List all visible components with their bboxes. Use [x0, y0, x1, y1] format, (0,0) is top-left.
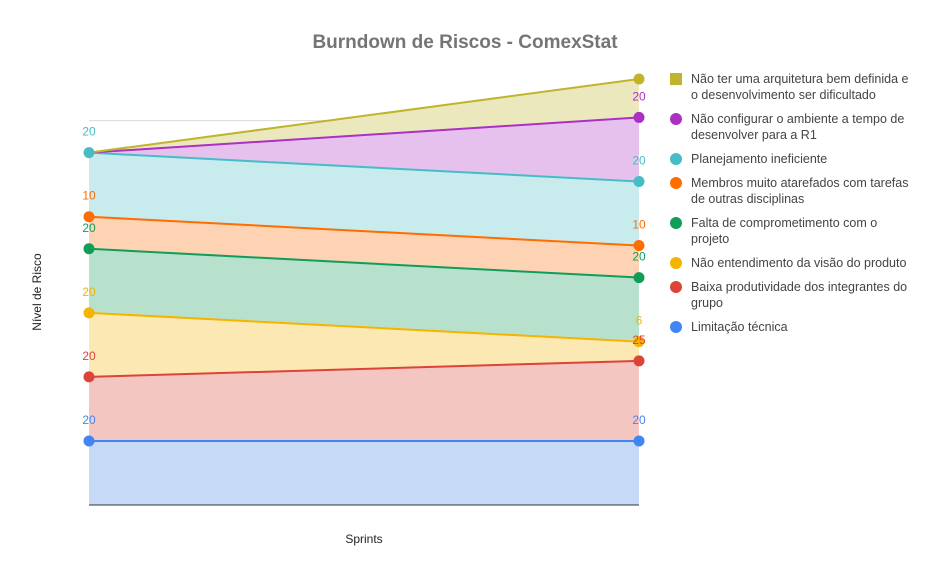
data-labels: 20 20 20 25 20 6 20 20 10 10 20 20 20	[82, 89, 646, 427]
legend-item[interactable]: Não configurar o ambiente a tempo de des…	[670, 111, 915, 143]
series-2-area	[89, 312, 639, 377]
series-1-data-label: 20	[82, 349, 96, 363]
series-3-point[interactable]	[633, 272, 645, 284]
series-3-data-label: 20	[82, 221, 96, 235]
legend-label: Planejamento ineficiente	[691, 152, 828, 166]
legend-label: Limitação técnica	[691, 320, 788, 334]
legend-label: Membros muito atarefados com tarefas de …	[691, 176, 909, 206]
legend-item[interactable]: Planejamento ineficiente	[670, 151, 915, 167]
y-axis-label: Nível de Risco	[30, 253, 44, 331]
series-6-area	[89, 117, 639, 182]
data-points	[83, 73, 645, 447]
legend-swatch	[670, 217, 682, 229]
series-0-data-label: 20	[632, 413, 646, 427]
series-0-data-label: 20	[82, 413, 96, 427]
legend-item[interactable]: Não entendimento da visão do produto	[670, 255, 915, 271]
legend-item[interactable]: Não ter uma arquitetura bem definida e o…	[670, 71, 915, 103]
series-4-area	[89, 216, 639, 278]
legend-item[interactable]: Membros muito atarefados com tarefas de …	[670, 175, 915, 207]
legend-swatch	[670, 73, 682, 85]
series-6-point[interactable]	[633, 111, 645, 123]
series-5-point[interactable]	[83, 147, 95, 159]
series-1-point[interactable]	[633, 355, 645, 367]
series-2-point[interactable]	[83, 307, 95, 319]
series-7-point[interactable]	[633, 73, 645, 85]
series-6-line	[88, 116, 640, 154]
series-4-data-label: 10	[82, 189, 96, 203]
legend-label: Não configurar o ambiente a tempo de des…	[691, 112, 905, 142]
series-lines	[88, 78, 640, 442]
chart-title: Burndown de Riscos - ComexStat	[312, 32, 618, 53]
legend: Não ter uma arquitetura bem definida e o…	[670, 71, 915, 343]
series-1-point[interactable]	[83, 371, 95, 383]
series-5-data-label: 20	[82, 125, 96, 139]
series-4-data-label: 10	[632, 218, 646, 232]
legend-label: Não ter uma arquitetura bem definida e o…	[691, 72, 909, 102]
series-3-area	[89, 248, 639, 342]
series-0-point[interactable]	[633, 435, 645, 447]
series-3-point[interactable]	[83, 243, 95, 255]
series-2-point[interactable]	[633, 336, 645, 348]
series-6-data-label: 20	[632, 89, 646, 103]
series-5-line	[88, 151, 640, 183]
x-axis-label: Sprints	[345, 532, 382, 546]
series-1-line	[88, 359, 640, 378]
legend-swatch	[670, 257, 682, 269]
series-1-data-label: 25	[632, 333, 646, 347]
series-areas	[89, 79, 639, 505]
series-4-line	[88, 215, 640, 247]
series-0-area	[89, 440, 639, 505]
series-5-area	[89, 152, 639, 246]
legend-label: Baixa produtividade dos integrantes do g…	[691, 280, 908, 310]
legend-item[interactable]: Falta de comprometimento com o projeto	[670, 215, 915, 247]
series-4-point[interactable]	[83, 211, 95, 223]
series-0-point[interactable]	[83, 435, 95, 447]
legend-label: Falta de comprometimento com o projeto	[691, 216, 878, 246]
legend-label: Não entendimento da visão do produto	[691, 256, 907, 270]
series-2-line	[88, 311, 640, 343]
legend-item[interactable]: Limitação técnica	[670, 319, 915, 335]
legend-swatch	[670, 321, 682, 333]
series-4-point[interactable]	[633, 240, 645, 252]
series-5-point[interactable]	[633, 175, 645, 187]
legend-item[interactable]: Baixa produtividade dos integrantes do g…	[670, 279, 915, 311]
legend-swatch	[670, 281, 682, 293]
legend-swatch	[670, 153, 682, 165]
legend-swatch	[670, 113, 682, 125]
series-1-area	[89, 360, 639, 441]
series-7-line	[88, 78, 640, 154]
series-3-data-label: 20	[632, 250, 646, 264]
series-5-data-label: 20	[632, 153, 646, 167]
series-3-line	[88, 247, 640, 279]
legend-swatch	[670, 177, 682, 189]
series-2-data-label: 20	[82, 285, 96, 299]
series-2-data-label: 6	[636, 314, 643, 328]
